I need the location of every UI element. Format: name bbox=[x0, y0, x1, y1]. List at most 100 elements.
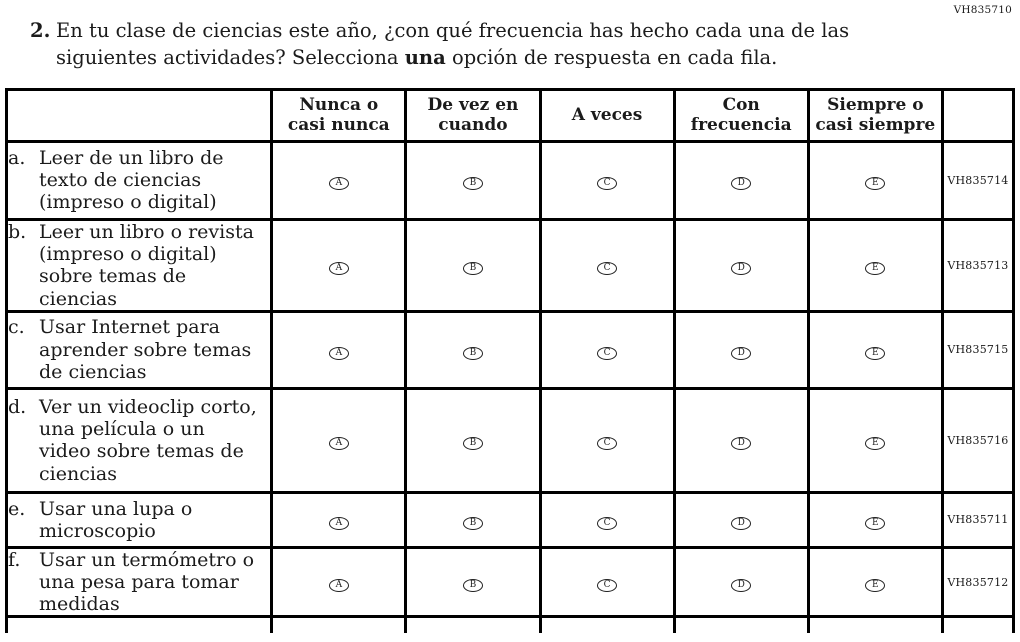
option-bubble-c[interactable]: C bbox=[597, 177, 618, 191]
header-label: cuando bbox=[438, 115, 508, 136]
answer-cell: D bbox=[672, 217, 810, 313]
header-label: Nunca o bbox=[299, 95, 379, 116]
item-text-cell: b. Leer un libro o revista (impreso o di… bbox=[4, 217, 274, 313]
answer-cell: E bbox=[806, 139, 944, 221]
option-bubble-b[interactable]: B bbox=[462, 262, 483, 276]
question-number: 2. bbox=[30, 19, 51, 42]
table-row-c: c. Usar Internet para aprender sobre tem… bbox=[4, 309, 1016, 390]
item-letter: c. bbox=[8, 316, 25, 339]
item-letter: d. bbox=[8, 395, 27, 418]
answer-cell: B bbox=[404, 490, 542, 549]
answer-cell: D bbox=[672, 139, 810, 221]
answer-cell: B bbox=[404, 386, 542, 494]
item-text-cell: a. Leer de un libro de texto de ciencias… bbox=[4, 139, 274, 221]
item-text-cell: e. Usar una lupa o microscopio bbox=[4, 490, 274, 549]
option-bubble-a[interactable]: A bbox=[328, 516, 349, 530]
option-bubble-b[interactable]: B bbox=[462, 437, 483, 451]
item-text: Usar un termómetro o una pesa para tomar… bbox=[39, 548, 255, 616]
option-bubble-d[interactable]: D bbox=[731, 516, 752, 530]
header-empty-corner bbox=[4, 87, 274, 143]
option-bubble-a[interactable]: A bbox=[328, 346, 349, 360]
option-bubble-e[interactable]: E bbox=[865, 346, 886, 360]
header-empty-code-col bbox=[940, 87, 1016, 143]
answer-cell: B bbox=[404, 309, 542, 390]
answer-cell: A bbox=[270, 309, 408, 390]
item-text-cell: f. Usar un termómetro o una pesa para to… bbox=[4, 545, 274, 619]
option-bubble-d[interactable]: D bbox=[731, 437, 752, 451]
option-bubble-e[interactable]: E bbox=[865, 516, 886, 530]
item-code: VH835716 bbox=[940, 386, 1016, 494]
item-code: VH835711 bbox=[940, 490, 1016, 549]
header-label: frecuencia bbox=[690, 115, 792, 136]
item-code: VH835713 bbox=[940, 217, 1016, 313]
option-bubble-e[interactable]: E bbox=[865, 262, 886, 276]
table-row-b: b. Leer un libro o revista (impreso o di… bbox=[4, 217, 1016, 313]
item-text: Usar Internet para aprender sobre temas … bbox=[39, 316, 252, 383]
answer-cell: C bbox=[538, 217, 676, 313]
item-text: Leer un libro o revista (impreso o digit… bbox=[39, 220, 254, 310]
table-row-f: f. Usar un termómetro o una pesa para to… bbox=[4, 545, 1016, 619]
header-col-confrecuencia: Con frecuencia bbox=[672, 87, 810, 143]
option-bubble-a[interactable]: A bbox=[328, 262, 349, 276]
header-label: A veces bbox=[571, 105, 643, 126]
option-bubble-a[interactable]: A bbox=[328, 579, 349, 593]
answer-cell: B bbox=[404, 217, 542, 313]
item-text: Leer de un libro de texto de ciencias (i… bbox=[39, 146, 224, 214]
header-label: De vez en bbox=[427, 95, 519, 116]
header-label: Con bbox=[722, 95, 760, 116]
item-text: Ver un videoclip corto, una película o u… bbox=[39, 395, 257, 485]
option-bubble-d[interactable]: D bbox=[731, 262, 752, 276]
table-row-e: e. Usar una lupa o microscopio A B C D E… bbox=[4, 490, 1016, 549]
question-block: 2. En tu clase de ciencias este año, ¿co… bbox=[0, 0, 1020, 72]
option-bubble-d[interactable]: D bbox=[731, 177, 752, 191]
item-letter: f. bbox=[8, 548, 21, 571]
option-bubble-c[interactable]: C bbox=[597, 579, 618, 593]
question-line-2-post: opción de respuesta en cada fila. bbox=[445, 45, 778, 69]
answer-cell: B bbox=[404, 139, 542, 221]
option-bubble-b[interactable]: B bbox=[462, 516, 483, 530]
question-line-2-bold: una bbox=[404, 45, 446, 69]
item-code: VH835715 bbox=[940, 309, 1016, 390]
item-letter: e. bbox=[8, 497, 26, 520]
answer-cell: A bbox=[270, 139, 408, 221]
header-label: casi siempre bbox=[815, 115, 936, 136]
answer-cell: E bbox=[806, 386, 944, 494]
clipped-next-row bbox=[4, 615, 1016, 633]
option-bubble-a[interactable]: A bbox=[328, 437, 349, 451]
header-col-devezen: De vez en cuando bbox=[404, 87, 542, 143]
option-bubble-e[interactable]: E bbox=[865, 437, 886, 451]
answer-cell: A bbox=[270, 545, 408, 619]
question-line-2: siguientes actividades? Selecciona una o… bbox=[56, 45, 849, 72]
option-bubble-c[interactable]: C bbox=[597, 346, 618, 360]
option-bubble-c[interactable]: C bbox=[597, 437, 618, 451]
item-text: Usar una lupa o microscopio bbox=[39, 497, 193, 542]
answer-cell: C bbox=[538, 490, 676, 549]
option-bubble-e[interactable]: E bbox=[865, 579, 886, 593]
table-row-a: a. Leer de un libro de texto de ciencias… bbox=[4, 139, 1016, 221]
option-bubble-e[interactable]: E bbox=[865, 177, 886, 191]
answer-cell: C bbox=[538, 139, 676, 221]
option-bubble-c[interactable]: C bbox=[597, 262, 618, 276]
answer-cell: E bbox=[806, 490, 944, 549]
header-col-siempre: Siempre o casi siempre bbox=[806, 87, 944, 143]
option-bubble-b[interactable]: B bbox=[462, 579, 483, 593]
answer-cell: A bbox=[270, 217, 408, 313]
option-bubble-b[interactable]: B bbox=[462, 346, 483, 360]
option-bubble-a[interactable]: A bbox=[328, 177, 349, 191]
question-text: En tu clase de ciencias este año, ¿con q… bbox=[56, 18, 849, 72]
option-bubble-d[interactable]: D bbox=[731, 579, 752, 593]
option-bubble-d[interactable]: D bbox=[731, 346, 752, 360]
header-label: Siempre o bbox=[827, 95, 924, 116]
header-label: casi nunca bbox=[287, 115, 390, 136]
answer-cell: E bbox=[806, 545, 944, 619]
item-letter: b. bbox=[8, 220, 27, 243]
item-code: VH835714 bbox=[940, 139, 1016, 221]
option-bubble-b[interactable]: B bbox=[462, 177, 483, 191]
answer-cell: D bbox=[672, 545, 810, 619]
item-text-cell: d. Ver un videoclip corto, una película … bbox=[4, 386, 274, 494]
item-code: VH835712 bbox=[940, 545, 1016, 619]
header-col-aveces: A veces bbox=[538, 87, 676, 143]
option-bubble-c[interactable]: C bbox=[597, 516, 618, 530]
question-line-1: En tu clase de ciencias este año, ¿con q… bbox=[56, 19, 850, 42]
answer-cell: A bbox=[270, 490, 408, 549]
